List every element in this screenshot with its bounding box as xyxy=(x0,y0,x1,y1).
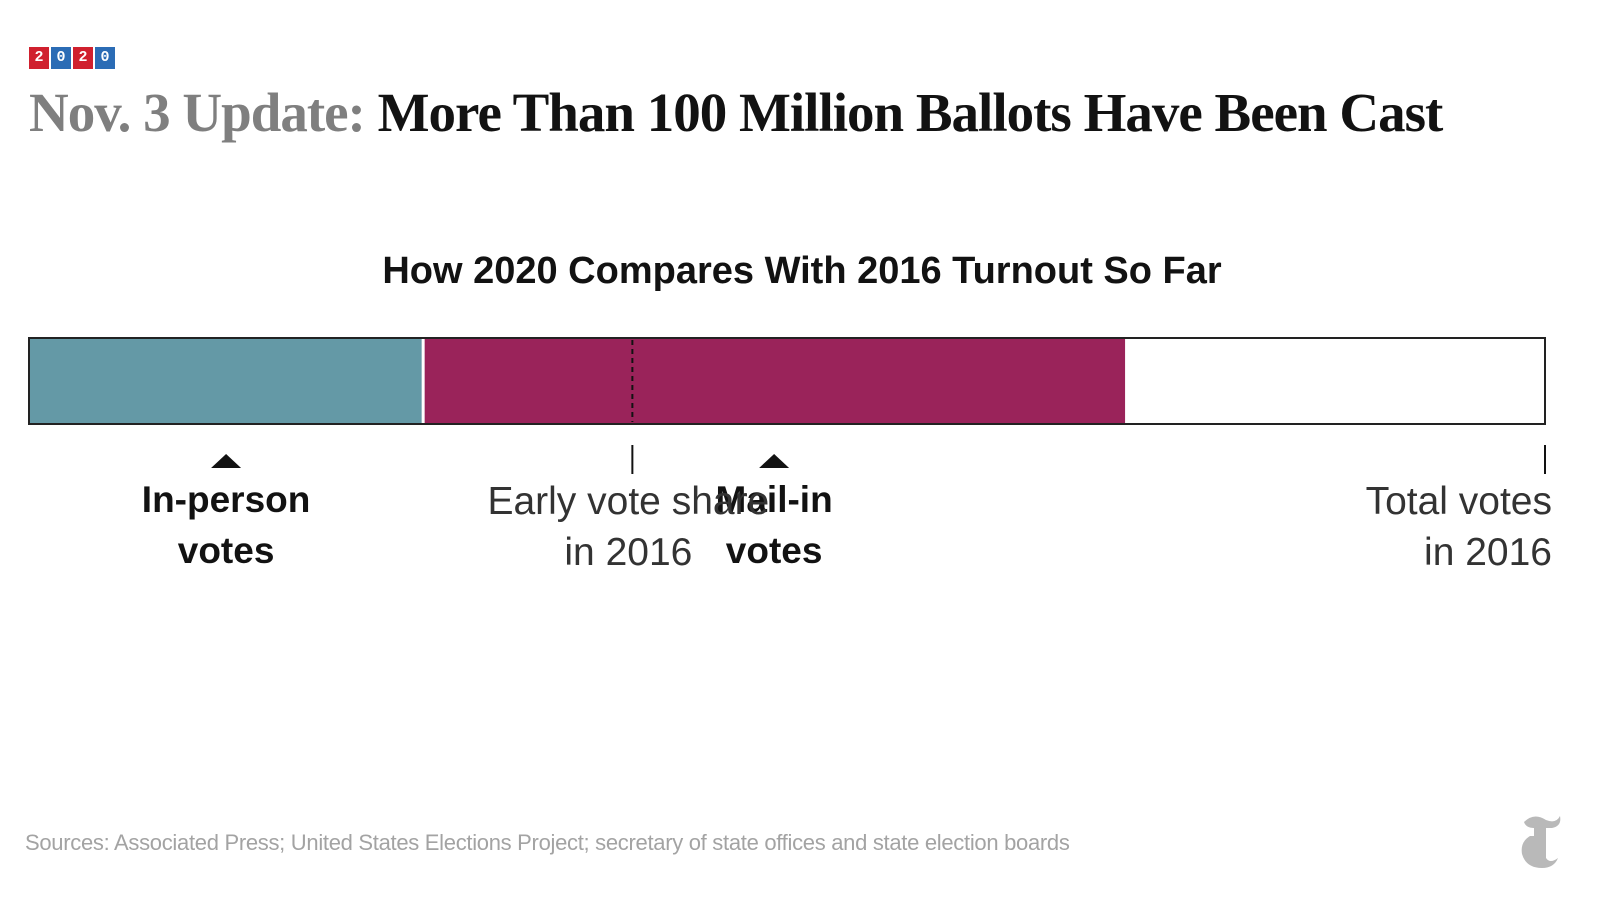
badge-digit-2: 0 xyxy=(51,47,71,69)
badge-digit-4: 0 xyxy=(95,47,115,69)
sources-note: Sources: Associated Press; United States… xyxy=(25,830,1070,855)
early-vote-label: Early vote share in 2016 xyxy=(487,480,769,574)
segment-label: Mail-in votes xyxy=(716,479,833,571)
segment-label: In-person votes xyxy=(142,479,311,571)
badge-digit-3: 2 xyxy=(73,47,93,69)
chart-title: How 2020 Compares With 2016 Turnout So F… xyxy=(382,250,1222,292)
headline-main: More Than 100 Million Ballots Have Been … xyxy=(377,82,1444,143)
badge-digit-1: 2 xyxy=(29,47,49,69)
nyt-t-logo-icon xyxy=(1521,816,1561,868)
headline-kicker: Nov. 3 Update: xyxy=(29,82,366,143)
headline: Nov. 3 Update: More Than 100 Million Bal… xyxy=(29,80,1444,146)
segment-pointer-icon xyxy=(759,454,790,468)
year-badge: 2 0 2 0 xyxy=(29,47,117,69)
segment-pointer-icon xyxy=(211,454,242,468)
total-votes-label: Total votes in 2016 xyxy=(1366,480,1552,574)
bar-segment-mail-in xyxy=(423,338,1126,424)
bar-outline xyxy=(28,337,1546,425)
bar-segment-in-person xyxy=(29,338,424,424)
